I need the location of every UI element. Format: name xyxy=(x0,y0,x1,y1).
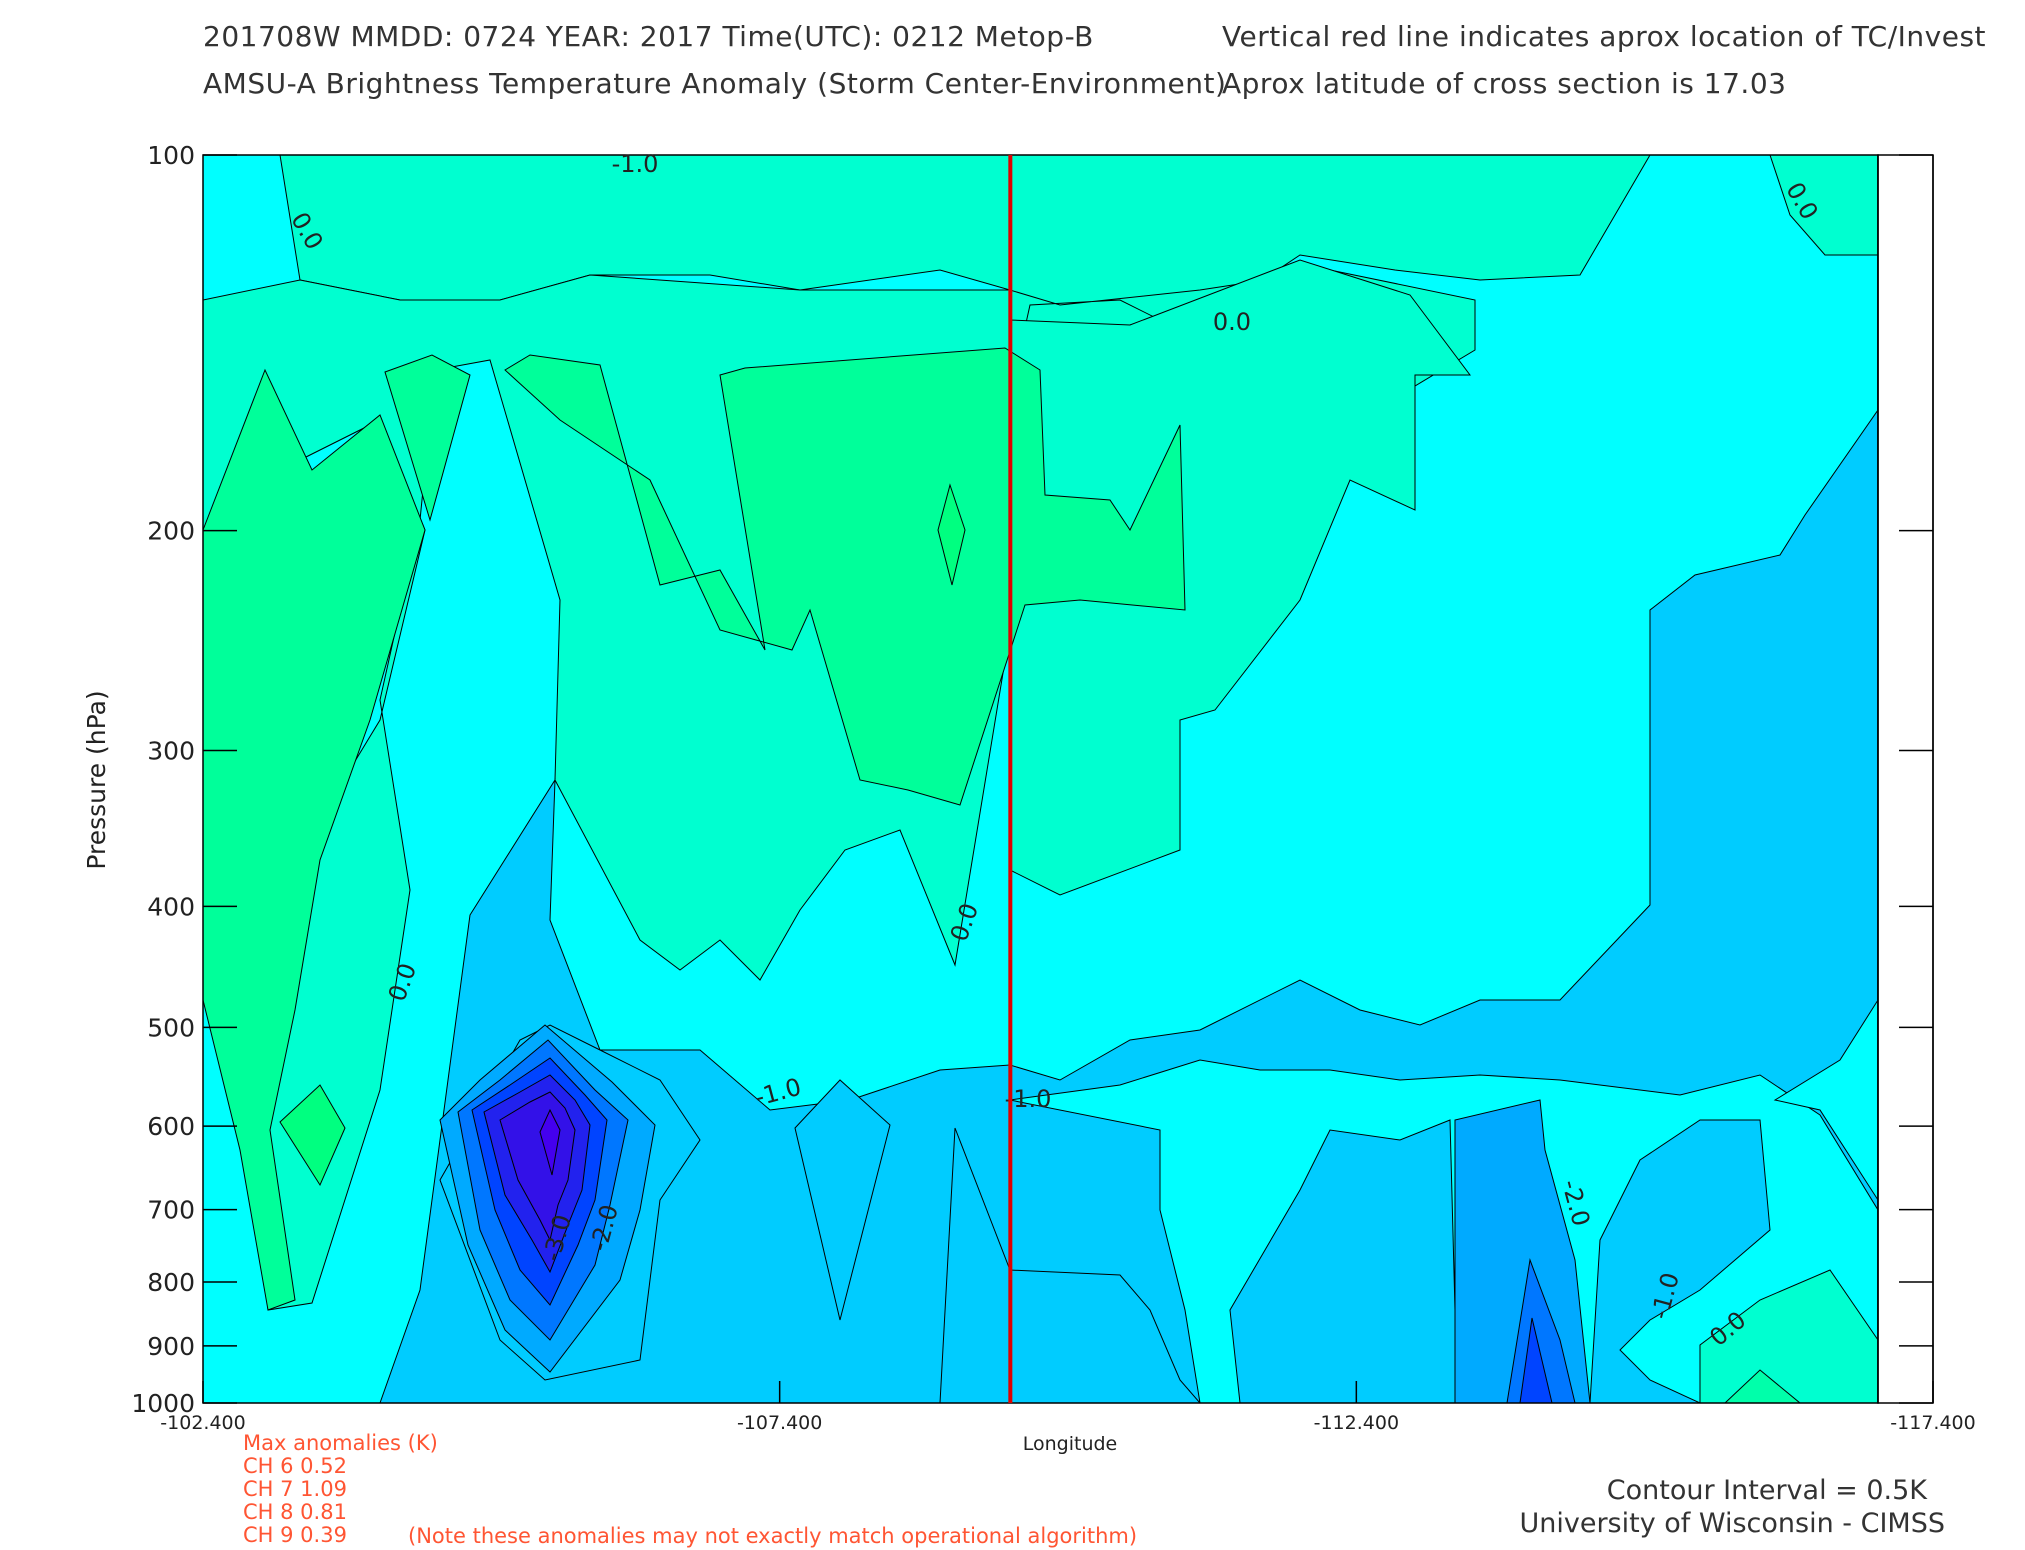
contour-region-pos-strong-3 xyxy=(504,347,1186,806)
y-tick-label: 100 xyxy=(147,141,195,170)
y-tick-label: 600 xyxy=(147,1112,195,1141)
contour-label: -1.0 xyxy=(1005,1085,1052,1113)
header-note-line1: Vertical red line indicates aprox locati… xyxy=(1222,20,1987,53)
y-tick-label: 500 xyxy=(147,1013,195,1042)
max-anomaly-row: CH 6 0.52 xyxy=(243,1454,347,1478)
contour-region-pos-lower-right xyxy=(1699,1269,1878,1403)
y-axis: 100 200 300 400 500 600 700 800 900 1000 xyxy=(131,141,1933,1418)
x-axis-label: Longitude xyxy=(1023,1433,1118,1455)
contour-label: 0.0 xyxy=(1213,308,1251,336)
contour-region-upper-right xyxy=(1769,155,1878,256)
contour-region-pos-peak xyxy=(937,483,966,586)
contour-region-neg-0-5-cell xyxy=(794,1079,891,1321)
contour-field xyxy=(203,155,1878,1403)
contour-region-neg-1-5-right xyxy=(1506,1258,1576,1403)
x-tick-label: -117.400 xyxy=(1890,1412,1975,1434)
x-tick-label: -112.400 xyxy=(1314,1412,1399,1434)
contour-region-neg-0-5-base xyxy=(939,1127,1201,1403)
plot-margin-frame xyxy=(1877,154,1934,1404)
contour-region-pos-left-peak xyxy=(279,1084,346,1187)
x-axis: -102.400 -107.400 -112.400 -117.400 xyxy=(160,155,1976,1434)
y-tick-label: 200 xyxy=(147,517,195,546)
header-title-line1: 201708W MMDD: 0724 YEAR: 2017 Time(UTC):… xyxy=(203,20,1094,53)
contour-region-pos-lower-right-peak xyxy=(1724,1369,1801,1403)
contour-region-core-5 xyxy=(539,1108,561,1176)
y-tick-label: 1000 xyxy=(131,1389,195,1418)
contour-region-neg-1-right xyxy=(1454,1099,1591,1403)
contour-region-near-zero-mid xyxy=(1773,999,1878,1201)
contour-region-neg-2-right xyxy=(1519,1317,1553,1403)
x-tick-label: -102.400 xyxy=(160,1412,245,1434)
header-title-line2: AMSU-A Brightness Temperature Anomaly (S… xyxy=(203,67,1227,100)
max-anomalies-title: Max anomalies (K) xyxy=(243,1431,438,1455)
contour-label: -1.0 xyxy=(612,150,659,178)
y-axis-label: Pressure (hPa) xyxy=(82,690,111,869)
contour-region-near-zero-lower xyxy=(1009,1059,1878,1403)
header-note-line2: Aprox latitude of cross section is 17.03 xyxy=(1222,67,1787,100)
max-anomalies-note: (Note these anomalies may not exactly ma… xyxy=(408,1524,1138,1548)
x-tick-label: -107.400 xyxy=(737,1412,822,1434)
y-tick-label: 800 xyxy=(147,1268,195,1297)
credit-label: University of Wisconsin - CIMSS xyxy=(1519,1508,1945,1539)
contour-interval-label: Contour Interval = 0.5K xyxy=(1606,1475,1927,1506)
contour-region-pos-strong-2 xyxy=(384,354,471,522)
max-anomaly-row: CH 9 0.39 xyxy=(243,1523,347,1547)
y-tick-label: 700 xyxy=(147,1196,195,1225)
contour-region-right-pos xyxy=(1009,259,1471,896)
max-anomaly-row: CH 7 1.09 xyxy=(243,1477,347,1501)
y-tick-label: 300 xyxy=(147,736,195,765)
y-tick-label: 900 xyxy=(147,1332,195,1361)
y-tick-label: 400 xyxy=(147,892,195,921)
contour-region-pos-strong-1 xyxy=(203,368,426,1311)
max-anomaly-row: CH 8 0.81 xyxy=(243,1500,347,1524)
